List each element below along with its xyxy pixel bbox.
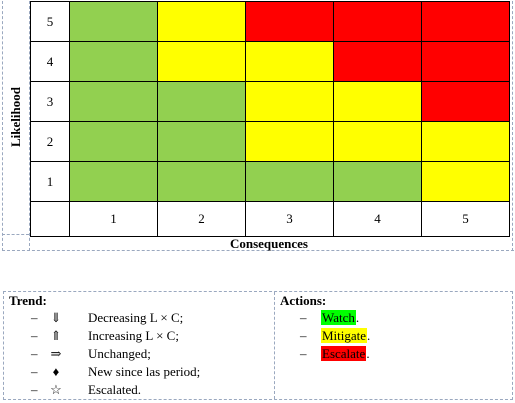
action-label-wrap: Mitigate. — [321, 327, 370, 345]
risk-cell-green — [157, 81, 246, 122]
risk-cell-green — [157, 121, 246, 162]
likelihood-level-label: 5 — [30, 1, 70, 42]
trend-item: – ☆ Escalated. — [9, 381, 271, 399]
risk-cell-green — [69, 81, 158, 122]
risk-cell-yellow — [245, 41, 334, 82]
trend-legend: Trend: – ⇓ Decreasing L × C; – ⇑ Increasing L… — [9, 293, 271, 399]
action-punct: . — [366, 346, 370, 361]
list-dash: – — [300, 346, 307, 361]
risk-cell-yellow — [245, 81, 334, 122]
trend-item: – ⇑ Increasing L × C; — [9, 327, 271, 345]
likelihood-level-label: 4 — [30, 41, 70, 82]
corner-cell — [30, 201, 70, 237]
risk-cell-red — [333, 41, 422, 82]
risk-cell-red — [421, 41, 510, 82]
risk-cell-green — [245, 161, 334, 202]
risk-cell-yellow — [157, 41, 246, 82]
trend-item: – ⇒ Unchanged; — [9, 345, 271, 363]
actions-legend: Actions: – Watch. – Mitigate. – Escalate. — [280, 293, 510, 363]
action-item: – Escalate. — [280, 345, 510, 363]
likelihood-level-label: 1 — [30, 161, 70, 202]
actions-title: Actions: — [280, 293, 327, 308]
risk-cell-yellow — [333, 121, 422, 162]
action-label: Watch — [321, 310, 356, 325]
action-punct: . — [355, 310, 360, 325]
list-dash: – — [300, 310, 307, 325]
risk-cell-yellow — [245, 121, 334, 162]
list-dash: – — [31, 346, 38, 361]
risk-cell-red — [333, 1, 422, 42]
trend-item: – ♦ New since las period; — [9, 363, 271, 381]
risk-cell-yellow — [421, 161, 510, 202]
likelihood-level-label: 2 — [30, 121, 70, 162]
matrix-row: 2 — [30, 121, 510, 162]
consequence-level-label: 5 — [421, 201, 510, 237]
trend-label: New since las period; — [88, 364, 201, 379]
action-label: Escalate — [321, 346, 367, 361]
matrix-row: 3 — [30, 81, 510, 122]
trend-symbol-icon: ♦ — [52, 364, 60, 379]
risk-cell-yellow — [157, 1, 246, 42]
matrix-row: 4 — [30, 41, 510, 82]
trend-label: Escalated. — [88, 382, 142, 397]
risk-cell-green — [69, 1, 158, 42]
consequence-level-label: 3 — [245, 201, 334, 237]
consequence-level-label: 4 — [333, 201, 422, 237]
consequence-level-label: 1 — [69, 201, 158, 237]
list-dash: – — [31, 382, 38, 397]
action-label-wrap: Escalate. — [321, 345, 370, 363]
matrix-row: 5 — [30, 1, 510, 42]
list-dash: – — [31, 328, 38, 343]
action-item: – Mitigate. — [280, 327, 510, 345]
trend-title: Trend: — [9, 293, 47, 308]
risk-cell-red — [245, 1, 334, 42]
likelihood-level-label: 3 — [30, 81, 70, 122]
trend-label: Unchanged; — [88, 346, 151, 361]
trend-label: Increasing L × C; — [88, 328, 179, 343]
list-dash: – — [31, 364, 38, 379]
risk-cell-green — [69, 161, 158, 202]
action-label: Mitigate — [321, 328, 368, 343]
trend-label: Decreasing L × C; — [88, 310, 184, 325]
trend-symbol-icon: ⇓ — [50, 310, 62, 325]
consequences-axis-label: Consequences — [229, 236, 308, 251]
matrix-row: 1 — [30, 161, 510, 202]
trend-item: – ⇓ Decreasing L × C; — [9, 309, 271, 327]
risk-cell-green — [333, 161, 422, 202]
trend-symbol-icon: ⇑ — [50, 328, 62, 343]
trend-symbol-icon: ☆ — [50, 382, 62, 397]
legend-box: Trend: – ⇓ Decreasing L × C; – ⇑ Increasing L… — [3, 291, 513, 400]
risk-cell-green — [157, 161, 246, 202]
action-label-wrap: Watch. — [321, 309, 359, 327]
risk-cell-green — [69, 121, 158, 162]
risk-cell-yellow — [421, 121, 510, 162]
list-dash: – — [31, 310, 38, 325]
list-dash: – — [300, 328, 307, 343]
action-item: – Watch. — [280, 309, 510, 327]
risk-cell-yellow — [333, 81, 422, 122]
trend-symbol-icon: ⇒ — [50, 346, 62, 361]
consequence-level-label: 2 — [157, 201, 246, 237]
action-punct: . — [367, 328, 371, 343]
risk-cell-red — [421, 81, 510, 122]
risk-cell-green — [69, 41, 158, 82]
likelihood-axis-label: Likelihood — [8, 87, 23, 147]
matrix-guides — [2, 1, 514, 251]
risk-cell-red — [421, 1, 510, 42]
